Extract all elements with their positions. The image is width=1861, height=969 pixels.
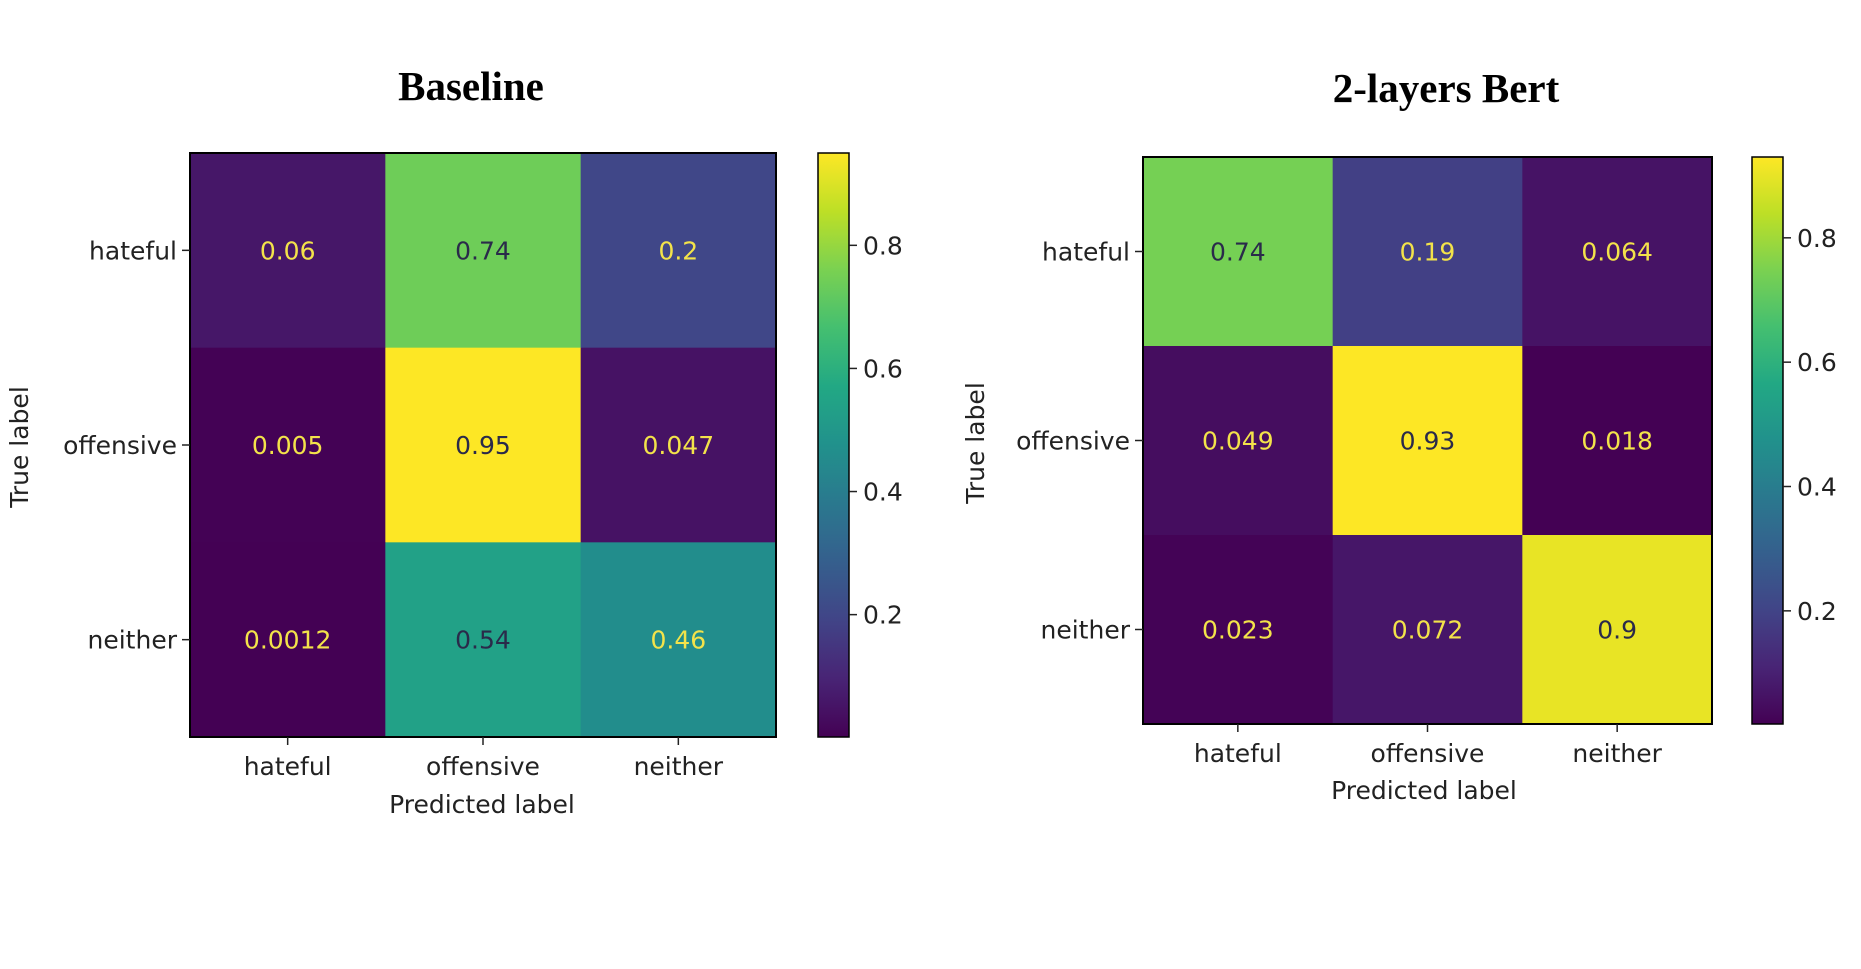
bert-cell-r1-c0 (1143, 346, 1334, 536)
bert-ytick-label-1: offensive (1016, 427, 1130, 456)
bert-cell-value-r0-c2: 0.064 (1581, 238, 1653, 267)
bert-colorbar-tick-label-2: 0.6 (1797, 348, 1837, 377)
bert-ytick-label-2: neither (1041, 616, 1131, 645)
baseline-cell-value-r2-c1: 0.54 (455, 626, 511, 655)
baseline-ytick-label-0: hateful (89, 236, 177, 265)
bert-cell-r1-c2 (1522, 346, 1713, 536)
bert-cell-r0-c2 (1522, 157, 1713, 347)
baseline-cell-value-r2-c0: 0.0012 (244, 626, 331, 655)
bert-cell-value-r2-c2: 0.9 (1597, 616, 1637, 645)
baseline-cell-r0-c0 (190, 153, 386, 349)
baseline-xtick-label-1: offensive (426, 752, 540, 781)
baseline-cell-r2-c1 (385, 542, 582, 738)
bert-cell-value-r0-c1: 0.19 (1400, 238, 1456, 267)
bert-xtick-label-2: neither (1572, 739, 1662, 768)
baseline-colorbar-tick-label-1: 0.4 (863, 478, 903, 507)
bert-cell-value-r0-c0: 0.74 (1210, 238, 1266, 267)
bert-xlabel: Predicted label (1331, 776, 1517, 805)
bert-cell-value-r1-c0: 0.049 (1202, 427, 1274, 456)
bert-xtick-label-1: offensive (1371, 739, 1485, 768)
baseline-cell-value-r0-c0: 0.06 (260, 236, 316, 265)
bert-cell-r0-c0 (1143, 157, 1334, 347)
baseline-cell-r0-c2 (580, 153, 777, 349)
baseline-panel: Baseline Predicted label True label 0.06… (5, 63, 903, 819)
baseline-ytick-label-1: offensive (63, 431, 177, 460)
bert-cell-value-r1-c2: 0.018 (1581, 427, 1653, 456)
bert-cell-value-r2-c1: 0.072 (1392, 616, 1464, 645)
bert-cell-value-r2-c0: 0.023 (1202, 616, 1274, 645)
bert-cell-r2-c1 (1332, 535, 1523, 725)
baseline-xtick-label-0: hateful (244, 752, 332, 781)
baseline-xlabel: Predicted label (389, 790, 575, 819)
baseline-ytick-label-2: neither (88, 626, 178, 655)
baseline-cell-value-r0-c2: 0.2 (658, 236, 698, 265)
bert-ylabel: True label (961, 382, 990, 505)
baseline-title: Baseline (398, 63, 544, 109)
baseline-xtick-label-2: neither (634, 752, 724, 781)
bert-cell-value-r1-c1: 0.93 (1400, 427, 1456, 456)
bert-cell-r2-c0 (1143, 535, 1334, 725)
bert-ytick-label-0: hateful (1042, 238, 1130, 267)
bert-title: 2-layers Bert (1333, 65, 1560, 111)
bert-cell-r1-c1 (1332, 346, 1523, 536)
baseline-cell-value-r1-c0: 0.005 (252, 431, 324, 460)
baseline-cell-r1-c0 (190, 347, 386, 543)
bert-colorbar-tick-label-1: 0.4 (1797, 473, 1837, 502)
bert-colorbar-tick-label-3: 0.8 (1797, 224, 1837, 253)
bert-colorbar-tick-label-0: 0.2 (1797, 597, 1837, 626)
baseline-cell-value-r1-c2: 0.047 (643, 431, 715, 460)
baseline-colorbar-tick-label-0: 0.2 (863, 601, 903, 630)
baseline-cell-r0-c1 (385, 153, 582, 349)
baseline-colorbar-tick-label-3: 0.8 (863, 231, 903, 260)
baseline-cell-value-r2-c2: 0.46 (650, 626, 706, 655)
baseline-cell-r2-c2 (580, 542, 777, 738)
bert-colorbar (1751, 156, 1784, 725)
baseline-ylabel: True label (5, 386, 34, 509)
bert-xtick-label-0: hateful (1194, 739, 1282, 768)
bert-cell-r0-c1 (1332, 157, 1523, 347)
baseline-cell-r2-c0 (190, 542, 386, 738)
baseline-colorbar (817, 152, 850, 738)
baseline-colorbar-tick-label-2: 0.6 (863, 354, 903, 383)
baseline-cell-r1-c2 (580, 347, 777, 543)
bert-panel: 2-layers Bert Predicted label True label… (961, 65, 1837, 805)
baseline-cell-value-r0-c1: 0.74 (455, 236, 511, 265)
bert-cell-r2-c2 (1522, 535, 1713, 725)
baseline-cell-r1-c1 (385, 347, 582, 543)
baseline-cell-value-r1-c1: 0.95 (455, 431, 511, 460)
